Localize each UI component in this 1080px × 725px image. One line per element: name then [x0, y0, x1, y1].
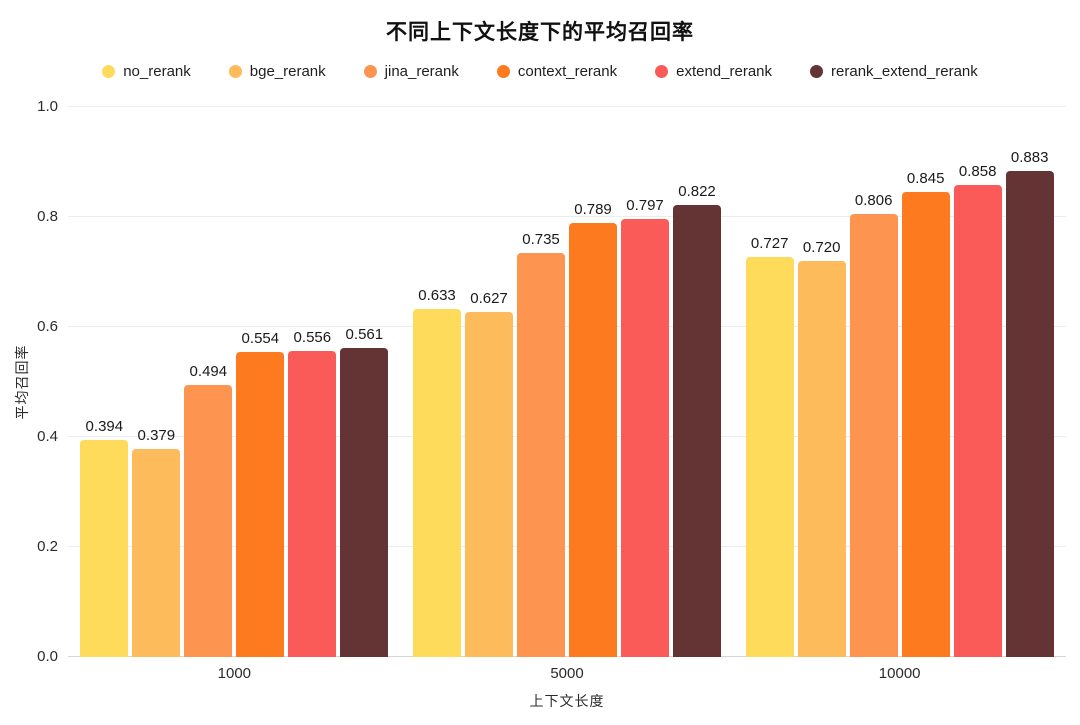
legend-swatch-icon: [810, 65, 824, 78]
legend-swatch-icon: [228, 65, 242, 78]
bar-extend_rerank-5000: 0.797: [621, 197, 669, 657]
x-tick-label: 1000: [217, 665, 252, 682]
bar-no_rerank-10000: 0.727: [745, 235, 794, 657]
bar-no_rerank-5000: 0.633: [413, 287, 461, 657]
bar-value-label: 0.627: [470, 290, 508, 308]
legend-label: extend_rerank: [676, 63, 773, 80]
gridline: [68, 106, 1066, 107]
y-axis-title: 平均召回率: [14, 344, 30, 420]
bar-context_rerank-5000: 0.789: [569, 201, 617, 657]
bar-extend_rerank-10000: 0.858: [953, 163, 1002, 657]
legend-label: no_rerank: [123, 63, 191, 80]
y-tick-label: 0.8: [37, 208, 58, 225]
bar-value-label: 0.797: [626, 196, 664, 214]
legend-swatch-icon: [363, 65, 377, 78]
legend-item-context_rerank: context_rerank: [496, 63, 618, 80]
bar-value-label: 0.494: [189, 363, 228, 381]
bar-value-label: 0.561: [345, 326, 384, 344]
bar-value-label: 0.556: [293, 329, 332, 347]
bar-jina_rerank-5000: 0.735: [517, 231, 565, 657]
bar-group-10000: 0.727 0.720 0.806 0.845 0.858 0.883: [733, 107, 1066, 657]
bar-group-5000: 0.633 0.627 0.735 0.789 0.797 0.822: [401, 107, 734, 657]
bar-value-label: 0.720: [802, 239, 841, 256]
legend-swatch-icon: [102, 65, 116, 78]
legend-label: jina_rerank: [384, 63, 459, 80]
bar-context_rerank-1000: 0.554: [236, 330, 285, 657]
gridline: [68, 436, 1066, 437]
bar-value-label: 0.806: [854, 191, 893, 209]
legend-item-bge_rerank: bge_rerank: [228, 63, 326, 80]
bar-value-label: 0.554: [241, 330, 280, 348]
bar-value-label: 0.735: [522, 230, 560, 248]
legend-label: context_rerank: [517, 63, 618, 80]
legend-swatch-icon: [496, 65, 510, 78]
y-tick-label: 0.0: [37, 648, 58, 665]
bar-bge_rerank-1000: 0.379: [132, 427, 181, 657]
bar-no_rerank-1000: 0.394: [80, 418, 129, 657]
bar-group-1000: 0.394 0.379 0.494 0.554 0.556 0.561: [68, 107, 401, 657]
y-tick-label: 1.0: [37, 98, 58, 115]
x-axis-title: 上下文长度: [529, 693, 605, 709]
bar-value-label: 0.633: [418, 286, 456, 304]
bar-bge_rerank-5000: 0.627: [465, 290, 513, 657]
y-tick-label: 0.2: [37, 538, 58, 555]
plot-area: 0.394 0.379 0.494 0.554 0.556 0.561 0.633 0.627…: [37, 98, 1066, 709]
legend-label: bge_rerank: [249, 63, 326, 80]
bar-value-label: 0.822: [678, 182, 716, 200]
bar-value-label: 0.379: [137, 426, 176, 444]
bar-value-label: 0.789: [574, 201, 612, 219]
bar-rerank_extend_rerank-10000: 0.883: [1005, 149, 1054, 657]
bar-value-label: 0.858: [958, 163, 997, 181]
gridline: [68, 546, 1066, 547]
bar-extend_rerank-1000: 0.556: [288, 329, 337, 657]
legend-label: rerank_extend_rerank: [831, 63, 978, 80]
bar-bge_rerank-10000: 0.720: [797, 239, 846, 657]
legend-item-no_rerank: no_rerank: [102, 63, 191, 80]
x-tick-label: 10000: [878, 665, 921, 682]
legend: no_rerank bge_rerank jina_rerank context_re…: [0, 63, 1080, 80]
bar-value-label: 0.845: [906, 170, 945, 188]
bar-value-label: 0.394: [85, 418, 124, 436]
bar-value-label: 0.727: [750, 235, 789, 253]
legend-item-extend_rerank: extend_rerank: [655, 63, 772, 80]
bar-value-label: 0.883: [1010, 149, 1049, 167]
bar-context_rerank-10000: 0.845: [901, 170, 950, 657]
chart-title: 不同上下文长度下的平均召回率: [386, 21, 694, 44]
legend-swatch-icon: [655, 65, 669, 78]
bar-rerank_extend_rerank-1000: 0.561: [340, 326, 389, 657]
x-tick-label: 5000: [550, 665, 584, 682]
bar-rerank_extend_rerank-5000: 0.822: [673, 183, 721, 657]
gridline: [68, 216, 1066, 217]
bar-jina_rerank-10000: 0.806: [849, 192, 898, 657]
x-axis-line: [68, 656, 1066, 657]
gridline: [68, 326, 1066, 327]
legend-item-jina_rerank: jina_rerank: [363, 63, 459, 80]
y-tick-label: 0.4: [37, 428, 58, 445]
legend-item-rerank_extend_rerank: rerank_extend_rerank: [810, 63, 978, 80]
bar-jina_rerank-1000: 0.494: [184, 363, 233, 657]
bar-groups: 0.394 0.379 0.494 0.554 0.556 0.561 0.633 0.627…: [68, 107, 1066, 657]
y-tick-label: 0.6: [37, 318, 58, 335]
